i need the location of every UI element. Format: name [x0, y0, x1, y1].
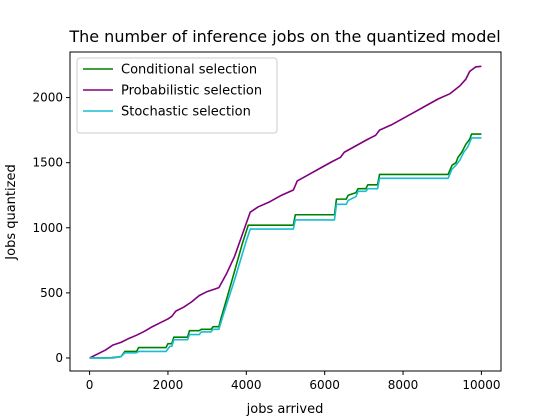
y-tick-label: 0 [55, 351, 63, 365]
legend: Conditional selection Probabilistic selec… [76, 57, 278, 134]
y-tick-label: 1500 [32, 156, 63, 170]
x-tick-label: 8000 [388, 378, 419, 392]
x-tick-label: 2000 [153, 378, 184, 392]
y-axis-label: Jobs quantized [4, 164, 19, 260]
y-tick-label: 500 [40, 286, 63, 300]
legend-label: Conditional selection [121, 63, 257, 78]
series-line-1 [89, 133, 482, 359]
x-tick-label: 6000 [309, 378, 340, 392]
legend-label: Stochastic selection [121, 105, 251, 120]
legend-box [76, 57, 278, 134]
y-tick-label: 2000 [32, 91, 63, 105]
x-tick-label: 10000 [462, 378, 500, 392]
series-line-3 [89, 137, 482, 359]
x-axis: 0 2000 4000 6000 8000 10000 [86, 371, 501, 392]
x-tick-label: 4000 [231, 378, 262, 392]
chart-title: The number of inference jobs on the quan… [68, 27, 500, 46]
legend-label: Probabilistic selection [121, 84, 262, 99]
x-tick-label: 0 [86, 378, 94, 392]
plot-lines [89, 65, 482, 359]
series-line-2 [89, 65, 482, 359]
y-tick-label: 1000 [32, 221, 63, 235]
x-axis-label: jobs arrived [246, 402, 324, 417]
plot-frame [69, 51, 502, 372]
y-axis: 0 500 1000 1500 2000 [32, 91, 70, 365]
